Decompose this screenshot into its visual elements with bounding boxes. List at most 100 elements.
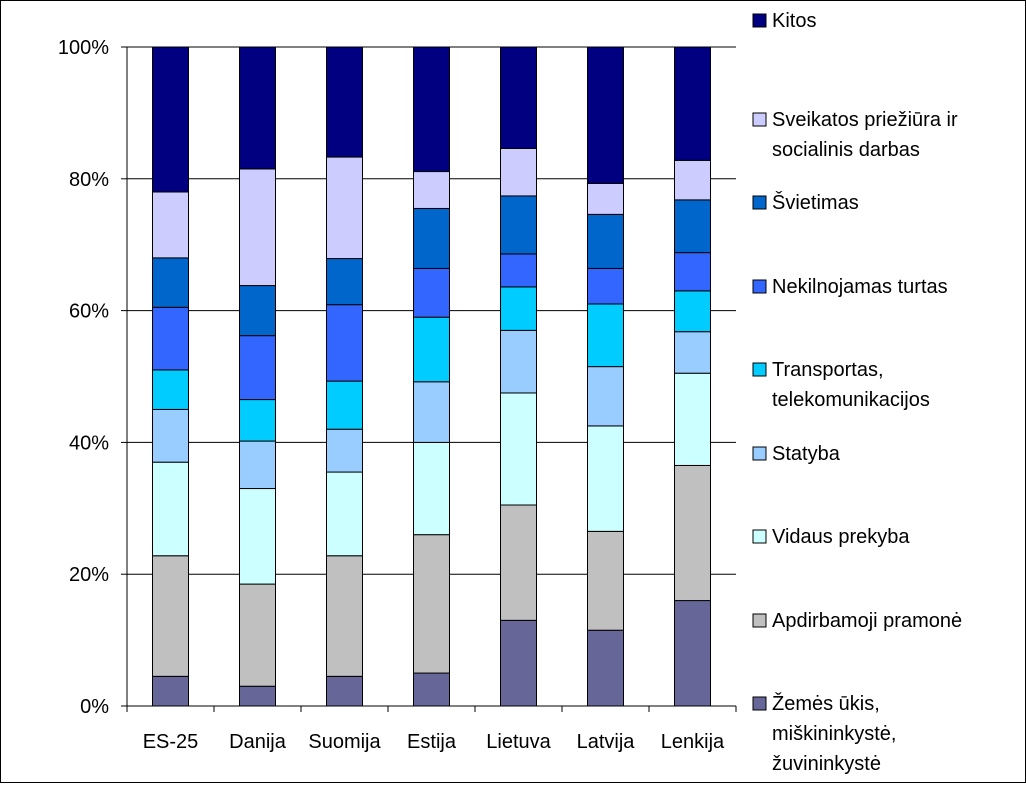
bar-segment bbox=[152, 369, 189, 410]
bar-segment bbox=[500, 329, 537, 394]
bar-segment bbox=[152, 461, 189, 557]
legend-swatch bbox=[752, 279, 767, 294]
x-tick-label: Lietuva bbox=[486, 731, 551, 753]
legend-swatch bbox=[752, 13, 767, 28]
bar-segment bbox=[413, 46, 450, 173]
legend-label: miškininkystė, bbox=[772, 723, 896, 745]
bar-segment bbox=[326, 471, 363, 557]
bar-segment bbox=[587, 303, 624, 368]
bar-segment bbox=[674, 331, 711, 374]
bar-segment bbox=[152, 191, 189, 259]
bar-segment bbox=[239, 488, 276, 585]
bar-segment bbox=[239, 46, 276, 170]
y-tick-label: 40% bbox=[69, 432, 109, 454]
bar-segment bbox=[326, 304, 363, 382]
legend-label: Kitos bbox=[772, 10, 816, 32]
legend-label: Sveikatos priežiūra ir bbox=[772, 109, 958, 131]
legend-label: telekomunikacijos bbox=[772, 389, 930, 411]
legend-swatch bbox=[752, 362, 767, 377]
bar-segment bbox=[413, 267, 450, 318]
bar-segment bbox=[674, 252, 711, 292]
bar-segment bbox=[587, 530, 624, 631]
bar-segment bbox=[413, 672, 450, 707]
bar-segment bbox=[326, 258, 363, 306]
bar-segment bbox=[413, 207, 450, 269]
x-tick-label: Latvija bbox=[577, 731, 636, 753]
bar-segment bbox=[674, 464, 711, 602]
bar-segment bbox=[326, 46, 363, 158]
bar-segment bbox=[152, 257, 189, 308]
bar-segment bbox=[413, 534, 450, 674]
bar-segment bbox=[674, 159, 711, 201]
legend-swatch bbox=[752, 613, 767, 628]
bar-segment bbox=[674, 46, 711, 161]
bar-segment bbox=[326, 555, 363, 677]
legend-label: Žemės ūkis, bbox=[772, 692, 880, 715]
bar-segment bbox=[152, 555, 189, 677]
x-tick-label: Danija bbox=[229, 731, 287, 753]
legend-swatch bbox=[752, 446, 767, 461]
x-tick-label: ES-25 bbox=[143, 731, 199, 753]
bar-segment bbox=[500, 195, 537, 255]
y-tick-label: 20% bbox=[69, 564, 109, 586]
y-tick-label: 80% bbox=[69, 169, 109, 191]
bar-segment bbox=[326, 156, 363, 260]
bar-segment bbox=[326, 380, 363, 430]
bar-segment bbox=[674, 290, 711, 333]
y-tick-label: 60% bbox=[69, 301, 109, 323]
bar-segment bbox=[500, 286, 537, 331]
bar-segment bbox=[500, 392, 537, 506]
bar-segment bbox=[674, 600, 711, 707]
bar-segment bbox=[239, 583, 276, 687]
bar-segment bbox=[413, 381, 450, 443]
legend-label: socialinis darbas bbox=[772, 139, 920, 161]
y-tick-label: 0% bbox=[80, 696, 109, 718]
y-tick-label: 100% bbox=[58, 37, 109, 59]
bar-segment bbox=[500, 46, 537, 149]
legend-label: Apdirbamoji pramonė bbox=[772, 610, 962, 632]
bar-segment bbox=[239, 399, 276, 442]
legend-label: Švietimas bbox=[772, 191, 859, 214]
legend-label: Transportas, bbox=[772, 359, 884, 381]
x-tick-label: Suomija bbox=[308, 731, 381, 753]
bar-segment bbox=[326, 428, 363, 473]
bar-segment bbox=[239, 440, 276, 490]
bar-segment bbox=[239, 335, 276, 401]
bar-segment bbox=[587, 213, 624, 269]
legend-swatch bbox=[752, 529, 767, 544]
legend-label: Statyba bbox=[772, 443, 841, 465]
bar-segment bbox=[587, 46, 624, 184]
bar-segment bbox=[239, 685, 276, 707]
legend-swatch bbox=[752, 112, 767, 127]
legend-swatch bbox=[752, 195, 767, 210]
bar-segment bbox=[674, 199, 711, 254]
bar-segment bbox=[239, 168, 276, 287]
bar-segment bbox=[587, 425, 624, 532]
bar-segment bbox=[413, 316, 450, 383]
bar-segment bbox=[413, 441, 450, 536]
x-tick-label: Lenkija bbox=[661, 731, 725, 753]
bar-segment bbox=[500, 253, 537, 288]
bar-segment bbox=[239, 285, 276, 337]
x-tick-label: Estija bbox=[407, 731, 457, 753]
bar-segment bbox=[500, 619, 537, 707]
bar-segment bbox=[152, 306, 189, 371]
legend-label: žuvininkystė bbox=[772, 753, 881, 775]
legend-swatch bbox=[752, 696, 767, 711]
bar-segment bbox=[326, 675, 363, 707]
bar-segment bbox=[674, 372, 711, 466]
bar-segment bbox=[413, 171, 450, 209]
bar-segment bbox=[500, 504, 537, 621]
bar-segment bbox=[152, 675, 189, 707]
bar-segment bbox=[587, 182, 624, 215]
legend-label: Nekilnojamas turtas bbox=[772, 276, 948, 298]
bar-segment bbox=[152, 46, 189, 193]
bar-segment bbox=[587, 366, 624, 427]
bar-segment bbox=[500, 147, 537, 197]
bar-segment bbox=[152, 408, 189, 463]
bar-segment bbox=[587, 267, 624, 305]
bar-segment bbox=[587, 629, 624, 707]
legend-label: Vidaus prekyba bbox=[772, 526, 910, 548]
